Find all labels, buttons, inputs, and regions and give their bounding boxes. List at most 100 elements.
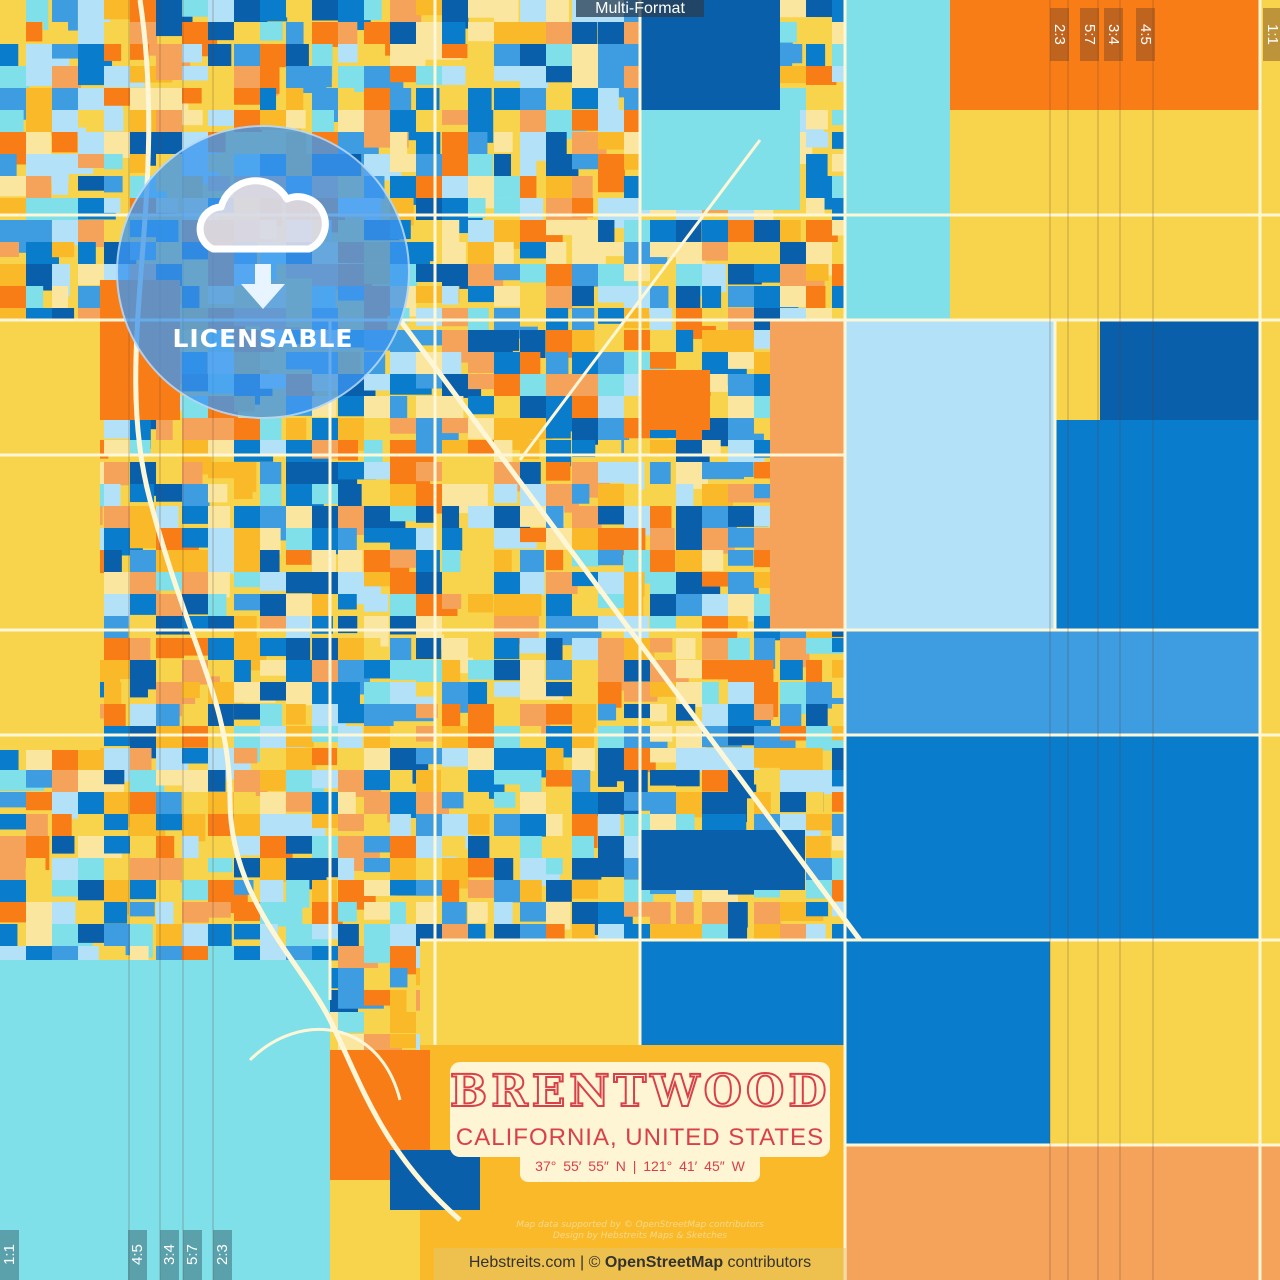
parcel: [182, 682, 200, 699]
parcel: [312, 902, 343, 929]
parcel: [52, 66, 82, 89]
parcel: [156, 638, 185, 659]
parcel: [338, 484, 362, 509]
parcel: [182, 110, 203, 126]
parcel: [520, 616, 539, 641]
parcel: [676, 528, 707, 551]
parcel: [494, 198, 527, 215]
parcel: [416, 132, 441, 158]
parcel: [806, 924, 826, 940]
parcel: [520, 726, 542, 750]
parcel: [260, 528, 281, 555]
parcel: [364, 990, 398, 1006]
parcel: [572, 286, 594, 307]
parcel: [182, 748, 209, 764]
region-subtitle: CALIFORNIA, UNITED STATES: [455, 1124, 825, 1151]
parcel: [338, 704, 367, 724]
parcel: [182, 66, 210, 81]
parcel: [754, 220, 787, 243]
ratio-label-top: 4:5: [1136, 8, 1155, 61]
parcel: [442, 44, 468, 59]
parcel: [26, 792, 53, 811]
parcel: [104, 814, 129, 831]
parcel: [312, 484, 339, 505]
licensable-badge[interactable]: LICENSABLE: [116, 125, 410, 419]
parcel: [520, 352, 541, 379]
parcel: [702, 770, 735, 792]
parcel: [494, 484, 518, 504]
parcel: [702, 308, 722, 327]
parcel: [286, 836, 313, 854]
parcel: [546, 858, 563, 875]
parcel: [390, 66, 424, 83]
parcel: [390, 550, 419, 568]
parcel: [156, 770, 184, 786]
parcel: [338, 748, 363, 772]
parcel: [468, 462, 490, 477]
parcel: [260, 660, 289, 676]
parcel: [806, 660, 823, 689]
parcel: [104, 110, 124, 132]
parcel: [780, 22, 797, 43]
parcel: [260, 0, 288, 22]
parcel: [468, 792, 489, 811]
parcel: [806, 88, 834, 113]
parcel: [156, 110, 183, 133]
parcel: [52, 770, 83, 793]
city-title: BRENTWOOD: [449, 1065, 831, 1118]
parcel: [442, 660, 461, 683]
parcel: [468, 682, 488, 707]
parcel: [520, 572, 545, 596]
parcel: [260, 440, 289, 456]
parcel: [52, 242, 75, 258]
parcel: [468, 44, 497, 61]
parcel: [0, 748, 19, 775]
parcel: [728, 528, 760, 548]
parcel: [676, 814, 695, 831]
parcel: [572, 858, 602, 880]
parcel: [416, 748, 448, 765]
parcel: [182, 792, 214, 815]
parcel: [156, 88, 189, 111]
map-region: [640, 0, 780, 110]
parcel: [338, 792, 356, 814]
parcel: [442, 418, 473, 434]
parcel: [416, 902, 437, 925]
parcel: [416, 528, 437, 555]
parcel: [130, 154, 150, 173]
parcel: [442, 88, 468, 113]
parcel: [702, 242, 730, 261]
parcel: [130, 836, 159, 862]
parcel: [806, 198, 825, 215]
faint-credits: Map data supported by © OpenStreetMap co…: [500, 1220, 780, 1242]
parcel: [520, 418, 553, 440]
map-region: [1055, 420, 1260, 630]
parcel: [208, 924, 232, 947]
parcel: [546, 220, 578, 236]
parcel: [390, 726, 408, 750]
parcel: [416, 242, 436, 262]
parcel: [494, 924, 528, 944]
parcel: [728, 616, 748, 631]
parcel: [130, 902, 155, 917]
parcel: [182, 836, 199, 861]
parcel: [182, 902, 209, 923]
parcel: [312, 572, 339, 595]
parcel: [416, 638, 442, 660]
parcel: [572, 770, 591, 792]
parcel: [104, 440, 135, 456]
parcel: [312, 110, 334, 138]
parcel: [572, 176, 593, 201]
map-region: [845, 0, 950, 320]
ratio-label-bottom: 1:1: [0, 1230, 19, 1280]
parcel: [572, 484, 590, 504]
osm-link[interactable]: OpenStreetMap: [604, 1254, 724, 1271]
parcel: [208, 858, 233, 873]
parcel: [182, 814, 206, 842]
parcel: [572, 440, 596, 458]
title-card: BRENTWOOD CALIFORNIA, UNITED STATES 37° …: [449, 1062, 831, 1182]
parcel: [156, 726, 184, 752]
parcel: [52, 176, 69, 195]
parcel: [624, 594, 644, 620]
site-link[interactable]: Hebstreits.com: [468, 1254, 576, 1271]
